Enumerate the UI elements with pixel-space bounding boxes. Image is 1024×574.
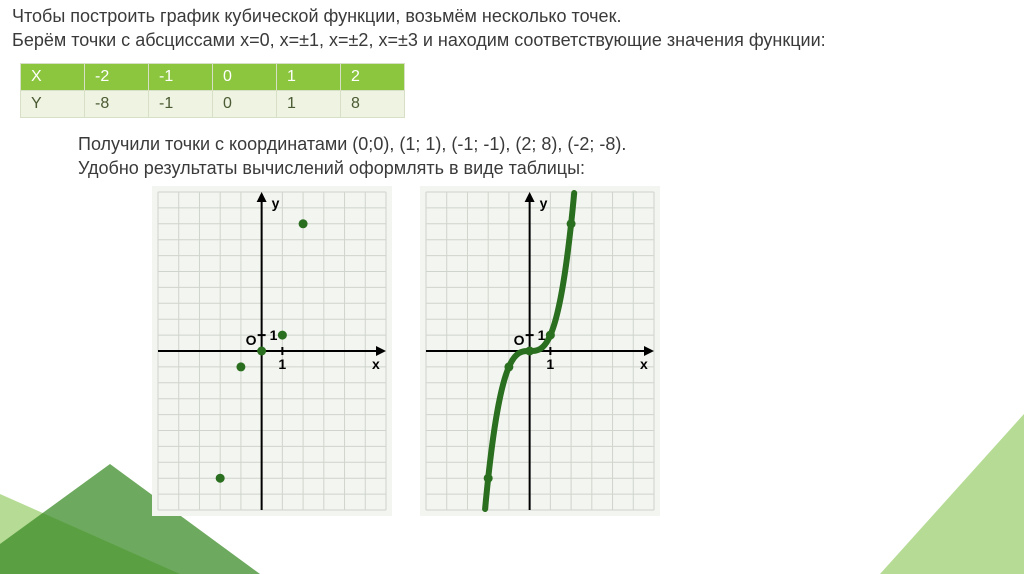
table-header-row: X-2-1012 [21, 63, 405, 90]
intro-line-1: Чтобы построить график кубической функци… [12, 6, 621, 26]
xy-table: X-2-1012 Y-8-1018 [20, 63, 405, 118]
chart-right: 11Oyx [420, 186, 660, 516]
curve-chart: 11Oyx [420, 186, 660, 516]
chart-left: 11Oyx [152, 186, 392, 516]
after-line-2: Удобно результаты вычислений оформлять в… [78, 158, 585, 178]
svg-text:O: O [514, 332, 525, 348]
table-header-cell: -1 [149, 63, 213, 90]
svg-text:1: 1 [546, 356, 554, 372]
after-line-1: Получили точки с координатами (0;0), (1;… [78, 134, 626, 154]
table-cell: 8 [341, 90, 405, 117]
table-header-cell: -2 [85, 63, 149, 90]
intro-paragraph: Чтобы построить график кубической функци… [12, 4, 1012, 53]
content-area: Чтобы построить график кубической функци… [0, 0, 1024, 516]
intro-line-2: Берём точки с абсциссами x=0, x=±1, x=±2… [12, 30, 826, 50]
svg-text:1: 1 [278, 356, 286, 372]
table-cell: -1 [149, 90, 213, 117]
table-cell: Y [21, 90, 85, 117]
table-header-cell: 1 [277, 63, 341, 90]
charts-row: 11Oyx 11Oyx [152, 186, 1012, 516]
table-cell: 0 [213, 90, 277, 117]
svg-text:x: x [640, 356, 648, 372]
table-body: Y-8-1018 [21, 90, 405, 117]
table-header-cell: 0 [213, 63, 277, 90]
slide: Чтобы построить график кубической функци… [0, 0, 1024, 574]
table-header-cell: X [21, 63, 85, 90]
svg-text:O: O [246, 332, 257, 348]
table-row: Y-8-1018 [21, 90, 405, 117]
svg-text:1: 1 [270, 327, 278, 343]
scatter-chart: 11Oyx [152, 186, 392, 516]
after-paragraph: Получили точки с координатами (0;0), (1;… [78, 132, 1012, 181]
svg-text:x: x [372, 356, 380, 372]
table-header-cell: 2 [341, 63, 405, 90]
table-cell: 1 [277, 90, 341, 117]
svg-text:y: y [272, 195, 280, 211]
table-cell: -8 [85, 90, 149, 117]
svg-text:y: y [540, 195, 548, 211]
